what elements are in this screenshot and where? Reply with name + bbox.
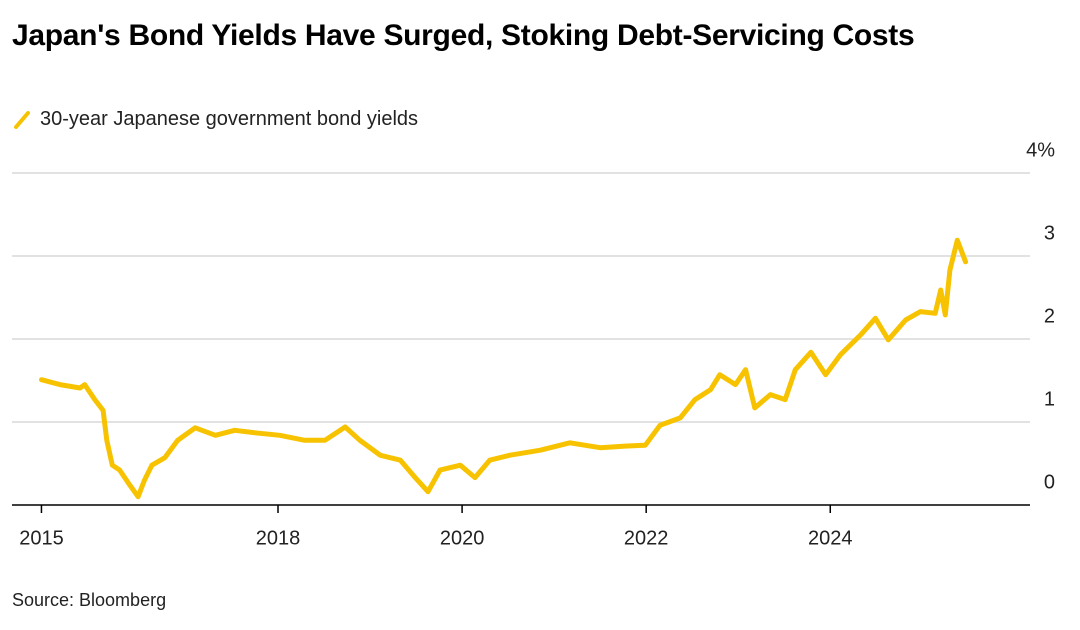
- x-tick-label: 2024: [808, 527, 853, 549]
- x-tick-label: 2015: [19, 527, 64, 549]
- y-tick-label: 0: [1044, 471, 1055, 493]
- line-series: [39, 237, 969, 500]
- legend-swatch: [14, 110, 30, 129]
- y-tick-label: 4%: [1026, 139, 1055, 161]
- y-tick-label: 3: [1044, 222, 1055, 244]
- chart-title: Japan's Bond Yields Have Surged, Stoking…: [12, 19, 915, 52]
- y-tick-label: 2: [1044, 305, 1055, 327]
- y-tick-label: 1: [1044, 388, 1055, 410]
- x-tick-label: 2020: [440, 527, 485, 549]
- legend-label: 30-year Japanese government bond yields: [40, 108, 419, 130]
- source: Source: Bloomberg: [12, 590, 167, 610]
- legend: 30-year Japanese government bond yields: [12, 108, 418, 131]
- x-tick-label: 2022: [624, 527, 669, 549]
- x-tick-label: 2018: [256, 527, 301, 549]
